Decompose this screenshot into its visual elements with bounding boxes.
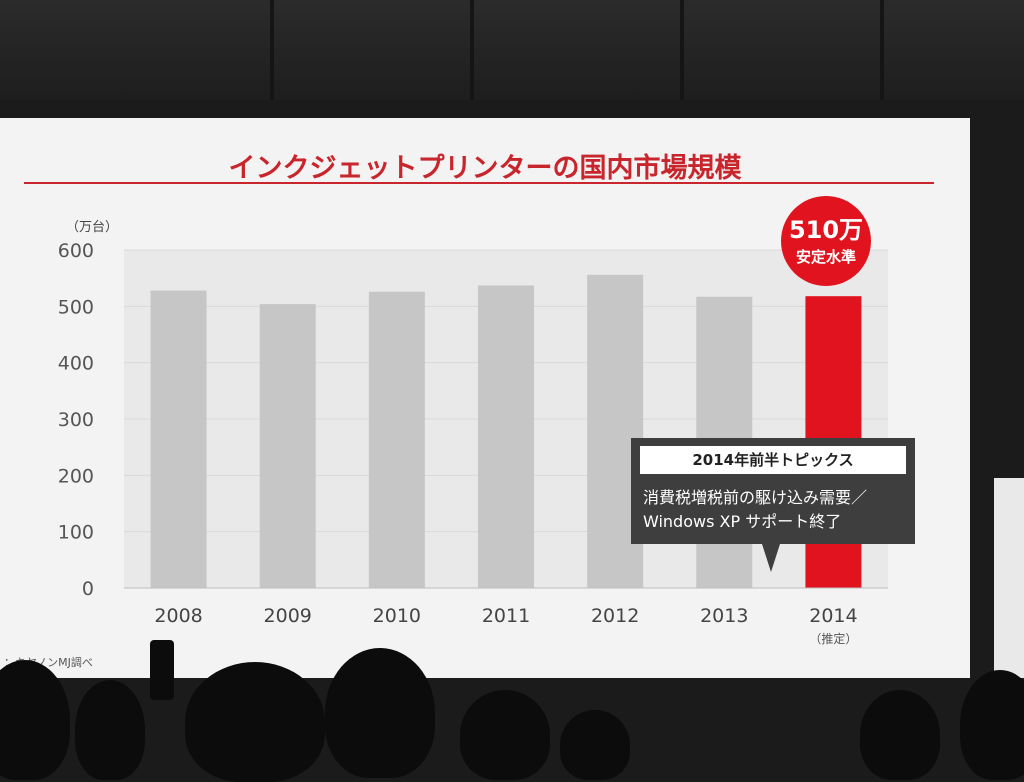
audience-head: [860, 690, 940, 780]
badge-value: 510万: [788, 216, 864, 244]
callout-body: 消費税増税前の駆け込み需要／ Windows XP サポート終了: [643, 486, 905, 534]
slide-title: インクジェットプリンターの国内市場規模: [228, 153, 742, 184]
bar-2011: [478, 285, 534, 588]
y-axis-unit-label: （万台）: [66, 220, 119, 235]
side-banner: [994, 478, 1024, 678]
y-tick-label: 500: [58, 296, 94, 318]
audience-head: [325, 648, 435, 778]
topics-callout: 2014年前半トピックス 消費税増税前の駆け込み需要／ Windows XP サ…: [631, 438, 915, 544]
projection-screen: インクジェットプリンターの国内市場規模 （万台） 0 100 200 300 400 50…: [0, 118, 970, 678]
x-tick-label: 2011: [482, 605, 530, 627]
bar-2009: [259, 304, 316, 588]
title-underline: [24, 182, 934, 184]
callout-pointer: [762, 544, 780, 572]
ceiling-beam: [880, 0, 884, 100]
highlight-badge: 510万 安定水準: [781, 196, 871, 286]
callout-header: 2014年前半トピックス: [640, 446, 906, 474]
ceiling-beam: [470, 0, 474, 100]
audience-silhouettes: [0, 640, 1024, 782]
y-tick-label: 200: [58, 465, 94, 487]
callout-line: 消費税増税前の駆け込み需要／: [643, 488, 868, 507]
audience-head: [75, 680, 145, 780]
audience-head: [460, 690, 550, 780]
ceiling-beam: [270, 0, 274, 100]
y-tick-label: 0: [82, 578, 94, 600]
audience-head: [560, 710, 630, 780]
x-tick-label: 2013: [700, 605, 748, 627]
y-tick-label: 400: [58, 353, 94, 375]
estimate-note: （推定）: [809, 631, 857, 646]
x-tick-label: 2014: [809, 605, 857, 627]
y-tick-label: 100: [58, 522, 94, 544]
badge-caption: 安定水準: [795, 248, 856, 266]
x-tick-label: 2008: [154, 605, 202, 627]
y-tick-label: 300: [58, 409, 94, 431]
callout-line: Windows XP サポート終了: [643, 512, 842, 531]
ceiling-beam: [680, 0, 684, 100]
x-tick-label: 2009: [264, 605, 312, 627]
x-tick-label: 2012: [591, 605, 639, 627]
audience-head: [960, 670, 1024, 780]
raised-phone: [150, 640, 174, 700]
audience-head: [0, 660, 70, 780]
y-tick-label: 600: [58, 240, 94, 262]
ceiling: [0, 0, 1024, 100]
bar-2008: [150, 290, 207, 588]
bar-2010: [368, 291, 425, 588]
x-tick-label: 2010: [373, 605, 421, 627]
audience-head: [185, 662, 325, 782]
